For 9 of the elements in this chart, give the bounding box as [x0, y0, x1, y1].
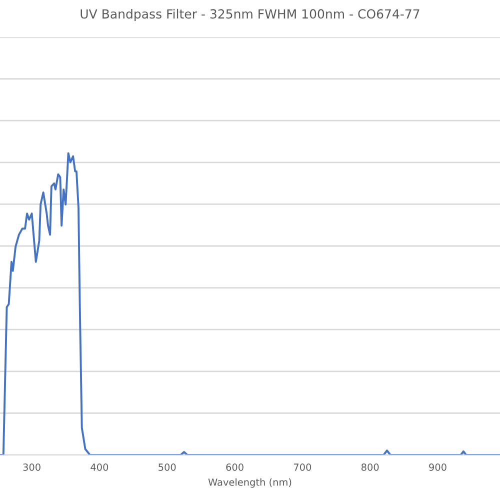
x-tick-label: 900: [429, 464, 446, 471]
x-tick-label: 500: [158, 464, 176, 471]
x-axis-title: Wavelength (nm): [208, 478, 292, 488]
chart-title: UV Bandpass Filter - 325nm FWHM 100nm - CO674-77: [80, 8, 420, 22]
x-tick-label: 700: [294, 464, 312, 471]
x-tick-label: 600: [226, 464, 244, 471]
x-tick-label: 300: [23, 464, 40, 471]
x-tick-label: 800: [361, 464, 379, 471]
x-tick-label: 400: [90, 464, 108, 471]
